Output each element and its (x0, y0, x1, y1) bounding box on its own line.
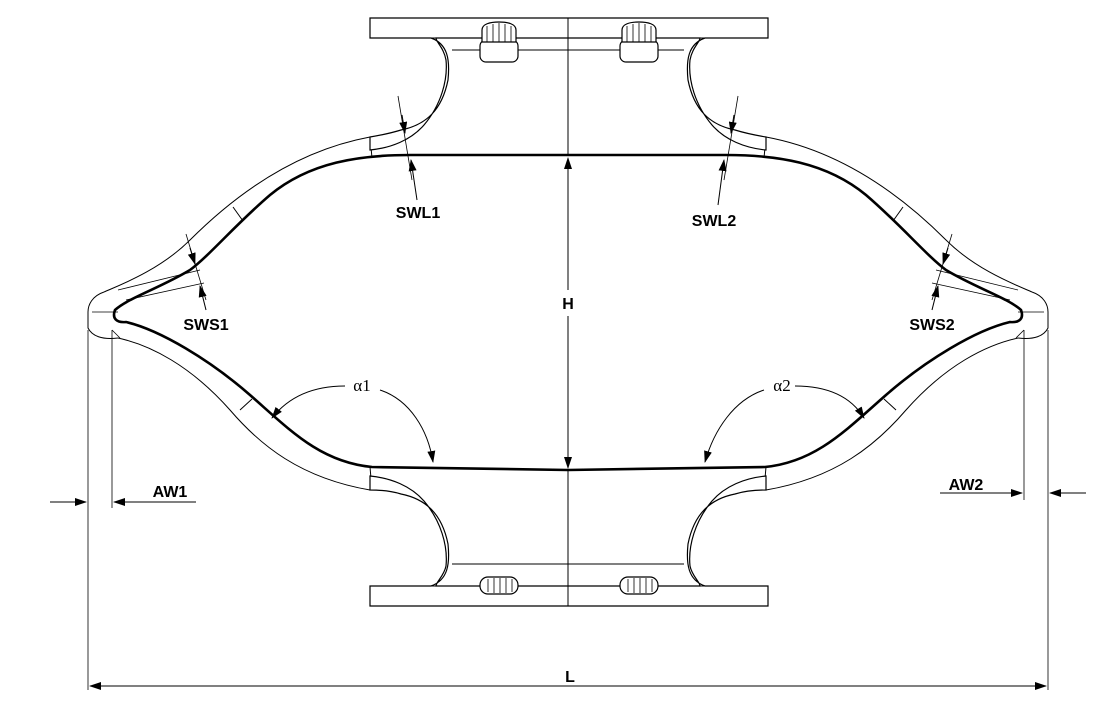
swl1-marker: SWL1 (396, 95, 441, 222)
sws1-marker: SWS1 (117, 233, 229, 334)
aw2-marker: AW2 (940, 330, 1086, 690)
alpha2-angle: α2 (704, 376, 865, 463)
alpha1-label: α1 (353, 376, 370, 395)
sws2-label: SWS2 (909, 317, 954, 334)
length-dimension: L (89, 669, 1047, 690)
alpha1-angle: α1 (271, 376, 436, 463)
bellows-wall (103, 136, 1033, 491)
alpha2-label: α2 (773, 376, 790, 395)
bottom-mounting-plate (369, 475, 769, 607)
left-bead (87, 291, 121, 339)
height-dimension: H (556, 50, 580, 564)
top-right-stud (619, 21, 659, 63)
sws1-label: SWS1 (183, 317, 228, 334)
height-label: H (562, 296, 574, 313)
aw1-marker: AW1 (50, 330, 196, 690)
bottom-right-slot (619, 576, 659, 595)
swl2-label: SWL2 (692, 213, 737, 230)
bellows-inner-contour (112, 153, 1024, 472)
top-left-stud (479, 21, 519, 63)
swl1-label: SWL1 (396, 205, 441, 222)
aw2-label: AW2 (949, 477, 984, 494)
aw1-label: AW1 (153, 484, 188, 501)
length-label: L (565, 669, 575, 686)
swl2-marker: SWL2 (692, 95, 739, 230)
sws2-marker: SWS2 (909, 233, 1019, 334)
bottom-left-slot (479, 576, 519, 595)
right-bead (1015, 291, 1049, 339)
top-mounting-plate (369, 17, 769, 151)
